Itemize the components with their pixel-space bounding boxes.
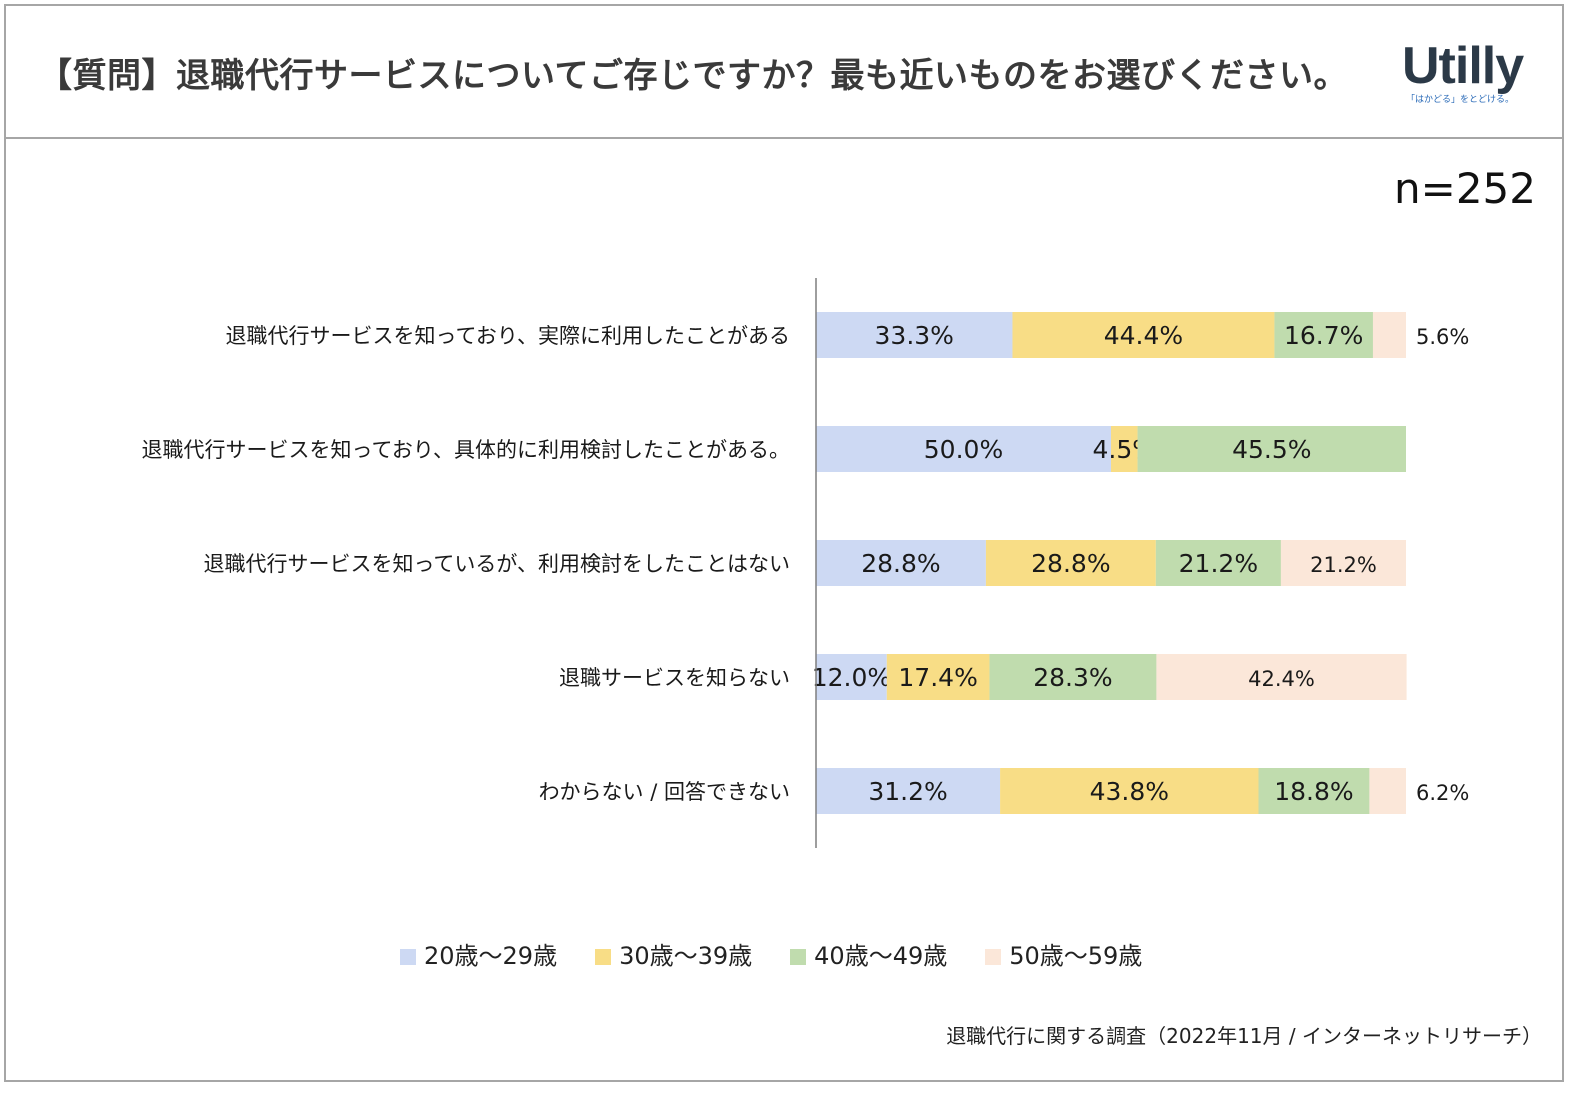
bar-segment (816, 312, 1013, 358)
bar-segment (816, 654, 887, 700)
bar-segment (816, 768, 1001, 814)
bar-segment (989, 654, 1157, 700)
logo-tagline: 「はかどる」をとどける。 (1406, 95, 1515, 105)
chart-legend: 20歳〜29歳 30歳〜39歳 40歳〜49歳 50歳〜59歳 (400, 936, 1142, 971)
bar-segment (1372, 312, 1406, 358)
legend-label: 40歳〜49歳 (814, 942, 948, 970)
legend-swatch (985, 948, 1002, 965)
data-label: 5.6% (1416, 325, 1469, 349)
data-label: 6.2% (1416, 781, 1469, 805)
data-label: 31.2% (868, 777, 947, 806)
data-label: 42.4% (1248, 667, 1315, 691)
category-label: 退職代行サービスを知っているが、利用検討をしたことはない (203, 552, 790, 576)
bar-segment (1012, 312, 1275, 358)
data-label: 28.8% (861, 549, 940, 578)
data-label: 43.8% (1090, 777, 1169, 806)
category-label: わからない / 回答できない (539, 780, 790, 804)
data-label: 18.8% (1274, 777, 1353, 806)
data-label: 50.0% (924, 435, 1003, 464)
legend-item: 40歳〜49歳 (790, 936, 947, 971)
category-label: 退職サービスを知らない (559, 666, 790, 690)
bar-segment (816, 426, 1111, 472)
bar-segment (816, 540, 986, 586)
data-label: 16.7% (1284, 321, 1363, 350)
bar-segment (1156, 654, 1407, 700)
legend-swatch (790, 948, 807, 965)
data-label: 28.3% (1033, 663, 1112, 692)
bar-segment (1274, 312, 1373, 358)
legend-label: 30歳〜39歳 (619, 942, 753, 970)
legend-label: 20歳〜29歳 (424, 942, 558, 970)
sample-size-label: n=252 (1394, 164, 1536, 213)
legend-item: 30歳〜39歳 (595, 936, 752, 971)
legend-item: 50歳〜59歳 (985, 936, 1142, 971)
data-label: 33.3% (875, 321, 954, 350)
utilly-logo: Utilly 「はかどる」をとどける。 (1402, 37, 1524, 105)
legend-label: 50歳〜59歳 (1009, 942, 1143, 970)
bar-segment (1000, 768, 1259, 814)
data-label: 45.5% (1232, 435, 1311, 464)
data-label: 44.4% (1104, 321, 1183, 350)
source-note: 退職代行に関する調査（2022年11月 / インターネットリサーチ） (946, 1024, 1542, 1048)
legend-swatch (400, 948, 416, 965)
bar-segment (1369, 768, 1406, 814)
legend-item: 20歳〜29歳 (400, 936, 557, 971)
logo-text: Utilly (1402, 37, 1524, 95)
data-label: 28.8% (1031, 549, 1110, 578)
header: 【質問】退職代行サービスについてご存じですか？最も近いものをお選びください。 U… (4, 4, 1564, 139)
bar-segment (886, 654, 990, 700)
bar-segment (1258, 768, 1370, 814)
legend-swatch (595, 948, 612, 965)
data-label: 21.2% (1310, 553, 1377, 577)
category-label: 退職代行サービスを知っており、具体的に利用検討したことがある。 (142, 438, 790, 462)
bar-segment (985, 540, 1156, 586)
page-title: 【質問】退職代行サービスについてご存じですか？最も近いものをお選びください。 (38, 56, 1348, 96)
chart-frame (4, 4, 1564, 1082)
bar-segment (1137, 426, 1406, 472)
data-label: 17.4% (898, 663, 977, 692)
bar-segment (1111, 426, 1138, 472)
bar-segment (1280, 540, 1406, 586)
bar-segment (1155, 540, 1281, 586)
data-label: 12.0% (812, 663, 891, 692)
category-label: 退職代行サービスを知っており、実際に利用したことがある (226, 324, 790, 348)
data-label: 21.2% (1179, 549, 1258, 578)
